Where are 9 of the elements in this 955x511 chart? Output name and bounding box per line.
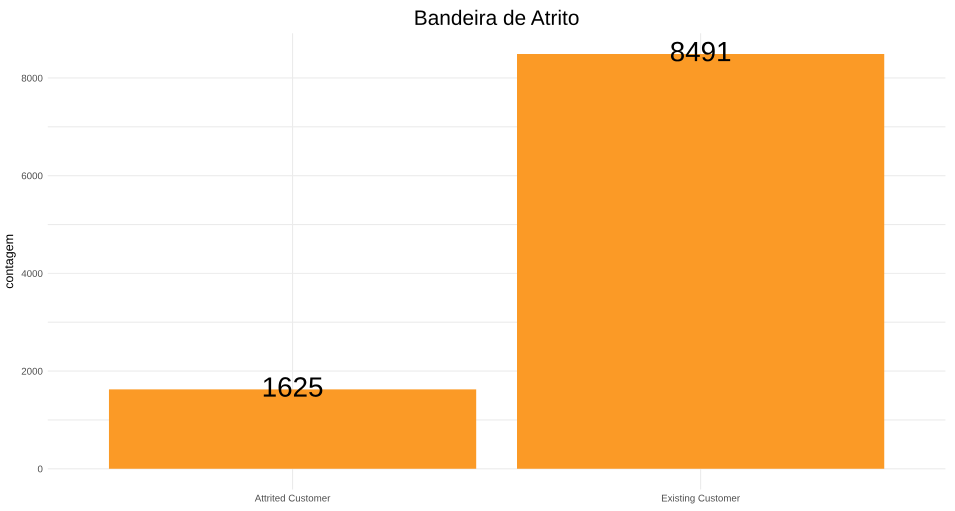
y-axis-title: contagem [5,234,16,288]
y-tick-label: 4000 [21,270,43,277]
chart-title: Bandeira de Atrito [416,10,579,26]
y-tick-label: 2000 [22,368,43,375]
x-tick-label: Existing Customer [662,494,740,504]
x-tick-label: Attrited Customer [254,494,330,502]
y-tick-label: 6000 [22,172,43,180]
y-tick-label: 0 [38,466,43,472]
y-tick-label: 8000 [22,74,43,82]
